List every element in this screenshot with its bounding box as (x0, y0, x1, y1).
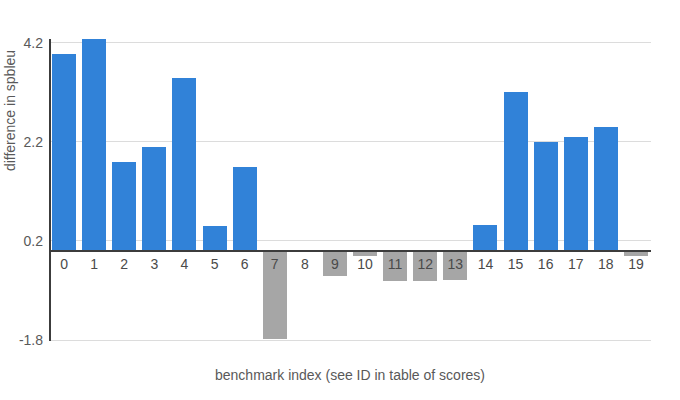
bar-chart: difference in spbleu 0123456789101112131… (0, 0, 680, 400)
x-tick-label-2: 2 (109, 256, 139, 272)
bar-17 (564, 137, 588, 251)
bar-3 (142, 147, 166, 251)
x-tick-label-1: 1 (79, 256, 109, 272)
x-axis-zero-line (49, 250, 651, 252)
x-tick-label-11: 11 (380, 256, 410, 272)
y-axis-line (49, 39, 51, 341)
plot-area: 012345678910111213141516171819 (49, 38, 651, 341)
y-axis-title: difference in spbleu (2, 36, 19, 186)
x-tick-label-8: 8 (290, 256, 320, 272)
x-tick-label-7: 7 (260, 256, 290, 272)
x-tick-label-6: 6 (230, 256, 260, 272)
x-tick-label-13: 13 (440, 256, 470, 272)
y-tick-label: 0.2 (0, 233, 43, 249)
x-tick-label-0: 0 (49, 256, 79, 272)
x-axis-title: benchmark index (see ID in table of scor… (49, 367, 651, 383)
x-tick-label-5: 5 (200, 256, 230, 272)
bar-0 (52, 54, 76, 251)
x-tick-label-19: 19 (621, 256, 651, 272)
x-tick-label-4: 4 (169, 256, 199, 272)
bar-16 (534, 142, 558, 251)
x-tick-label-12: 12 (410, 256, 440, 272)
x-tick-label-9: 9 (320, 256, 350, 272)
x-tick-label-10: 10 (350, 256, 380, 272)
y-tick-label: -1.8 (0, 332, 43, 348)
x-tick-label-18: 18 (591, 256, 621, 272)
gridline-y-4.2 (49, 42, 651, 43)
bar-14 (473, 225, 497, 251)
bar-6 (233, 167, 257, 251)
bar-18 (594, 127, 618, 251)
gridline-y--1.8 (49, 340, 651, 341)
y-tick-label: 4.2 (0, 35, 43, 51)
bar-1 (82, 39, 106, 251)
gridline-y-2.2 (49, 141, 651, 142)
y-tick-label: 2.2 (0, 134, 43, 150)
x-tick-label-14: 14 (470, 256, 500, 272)
x-tick-label-15: 15 (501, 256, 531, 272)
bar-15 (504, 92, 528, 250)
bar-2 (112, 162, 136, 251)
bar-5 (203, 226, 227, 251)
x-tick-label-16: 16 (531, 256, 561, 272)
bar-4 (172, 78, 196, 251)
x-tick-label-17: 17 (561, 256, 591, 272)
gridline-y-0.2 (49, 240, 651, 241)
x-tick-label-3: 3 (139, 256, 169, 272)
